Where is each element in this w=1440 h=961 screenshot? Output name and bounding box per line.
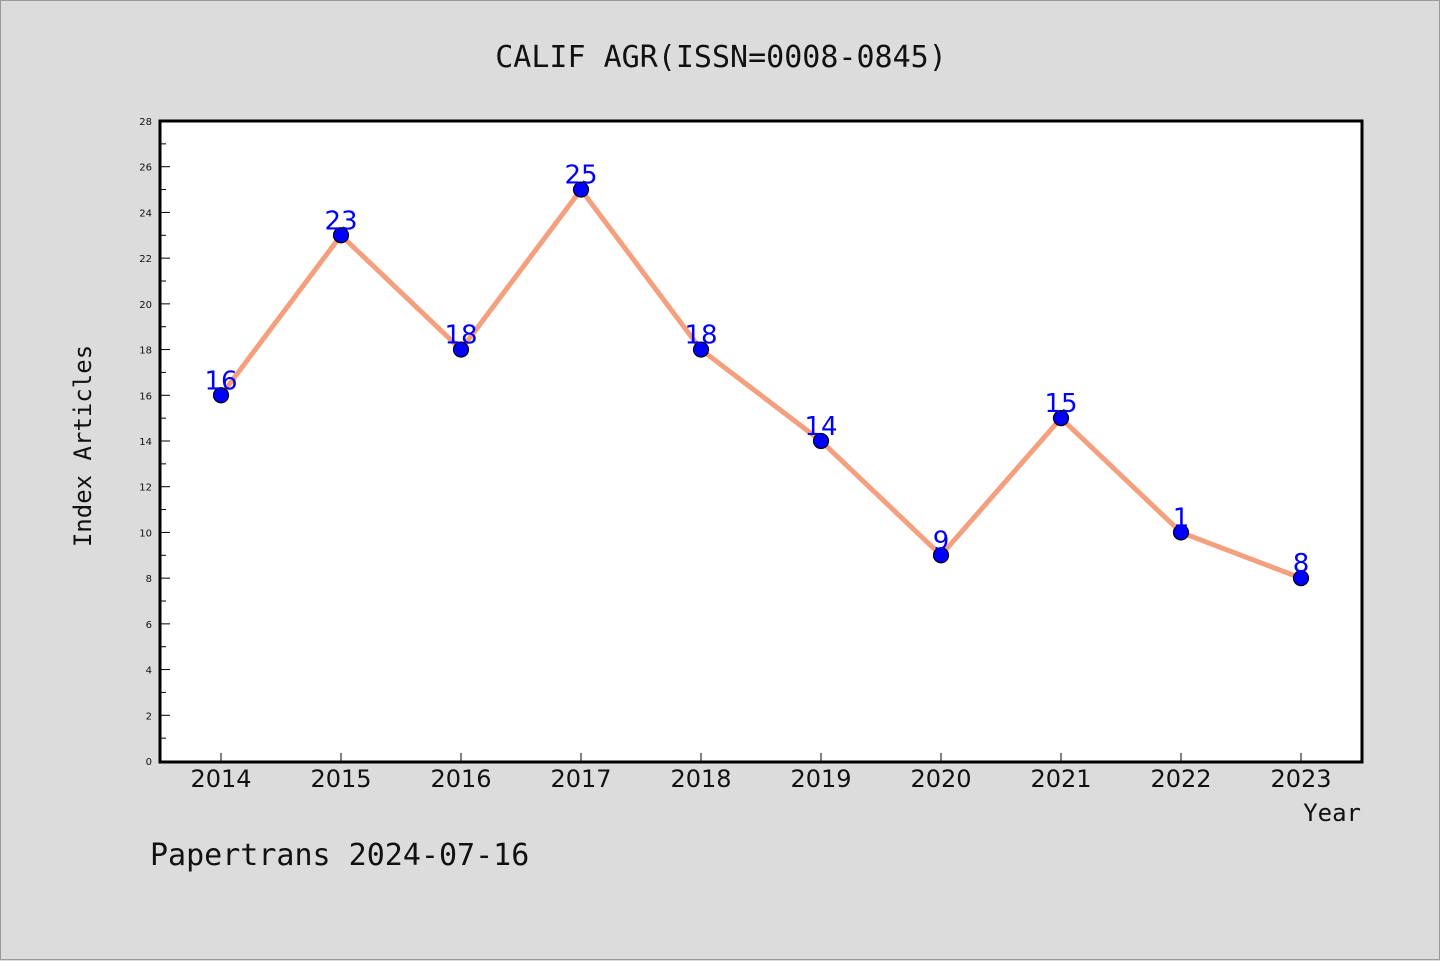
data-label: 25: [564, 161, 597, 191]
plot-area: [158, 119, 1364, 764]
data-point: [1292, 570, 1310, 587]
x-tick-label: 2015: [310, 765, 371, 793]
data-point: [692, 341, 710, 358]
data-label: 18: [684, 321, 717, 351]
y-tick-label: 24: [139, 208, 152, 219]
y-tick-label: 4: [146, 666, 152, 677]
y-tick-label: 16: [139, 391, 152, 402]
data-label: 1: [1173, 503, 1190, 533]
y-tick-label: 2: [146, 711, 152, 722]
x-tick-label: 2014: [190, 765, 251, 793]
data-label: 8: [1293, 549, 1310, 579]
y-axis-label: Index Articles: [69, 345, 97, 547]
x-tick-label: 2018: [670, 765, 731, 793]
x-tick-label: 2020: [910, 765, 971, 793]
y-tick-label: 20: [139, 300, 152, 311]
data-point: [1052, 410, 1070, 427]
x-tick-label: 2021: [1030, 765, 1091, 793]
data-point: [572, 181, 590, 198]
x-tick-label: 2017: [550, 765, 611, 793]
data-label: 16: [204, 366, 237, 396]
data-point: [212, 387, 230, 404]
series-line: [219, 187, 1302, 581]
y-tick-label: 28: [139, 117, 152, 128]
data-label: 15: [1044, 389, 1077, 419]
data-label: 9: [933, 526, 950, 556]
x-tick-label: 2022: [1150, 765, 1211, 793]
y-tick-label: 6: [146, 620, 152, 631]
x-tick-label: 2016: [430, 765, 491, 793]
x-tick-label: 2023: [1270, 765, 1331, 793]
data-point: [1172, 524, 1190, 541]
footer-note: Papertrans 2024-07-16: [150, 838, 529, 873]
x-axis-label: Year: [1303, 799, 1361, 827]
y-tick-label: 22: [139, 254, 152, 265]
data-point: [332, 227, 350, 244]
y-tick-label: 26: [139, 163, 152, 174]
data-point: [452, 341, 470, 358]
y-tick-label: 18: [139, 346, 152, 357]
y-tick-label: 10: [139, 528, 152, 539]
data-label: 18: [444, 321, 477, 351]
data-point: [932, 547, 950, 564]
y-tick-label: 8: [146, 574, 152, 585]
y-tick-label: 0: [146, 757, 152, 768]
data-label: 14: [804, 412, 837, 442]
data-point: [812, 432, 830, 450]
y-tick-label: 12: [139, 483, 152, 494]
chart-title: CALIF AGR(ISSN=0008-0845): [495, 40, 947, 75]
x-axis: 2014 2015 2016 2017 2018 2019 2020 2021 2022 2023: [190, 753, 1332, 793]
x-tick-label: 2019: [790, 765, 851, 793]
data-label: 23: [324, 206, 357, 236]
y-tick-label: 14: [139, 437, 152, 448]
